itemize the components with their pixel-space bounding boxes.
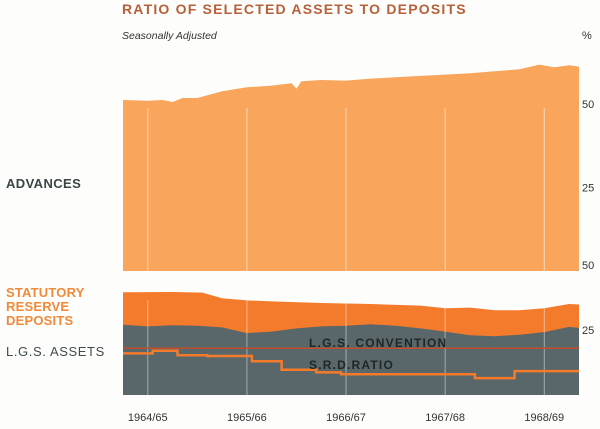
advances-ytick-50: 50 — [582, 99, 594, 111]
lgs-label: L.G.S. ASSETS — [6, 344, 105, 359]
xtick-1966-67: 1966/67 — [326, 412, 366, 424]
xtick-1964-65: 1964/65 — [128, 412, 168, 424]
xtick-1965-66: 1965/66 — [227, 412, 267, 424]
xtick-1967-68: 1967/68 — [425, 412, 465, 424]
srd-label-line-3: DEPOSITS — [6, 313, 74, 328]
assets-ytick-25: 25 — [582, 325, 594, 337]
chart-subtitle: Seasonally Adjusted — [122, 30, 217, 42]
srd-label: STATUTORY RESERVE DEPOSITS — [6, 286, 116, 328]
lgs-convention-annotation: L.G.S. CONVENTION — [309, 336, 447, 350]
lgs-area — [123, 324, 579, 395]
srd-label-line-2: RESERVE — [6, 299, 70, 314]
assets-ytick-50: 50 — [582, 260, 594, 272]
srd-ratio-annotation: S.R.D.RATIO — [309, 358, 394, 372]
advances-label: ADVANCES — [6, 176, 82, 191]
srd-label-line-1: STATUTORY — [6, 285, 85, 300]
advances-area — [123, 64, 579, 271]
advances-ytick-25: 25 — [582, 183, 594, 195]
srd-ratio-line — [123, 349, 579, 380]
unit-label: % — [582, 30, 592, 42]
xtick-1968-69: 1968/69 — [524, 412, 564, 424]
chart-title: RATIO OF SELECTED ASSETS TO DEPOSITS — [122, 1, 467, 17]
